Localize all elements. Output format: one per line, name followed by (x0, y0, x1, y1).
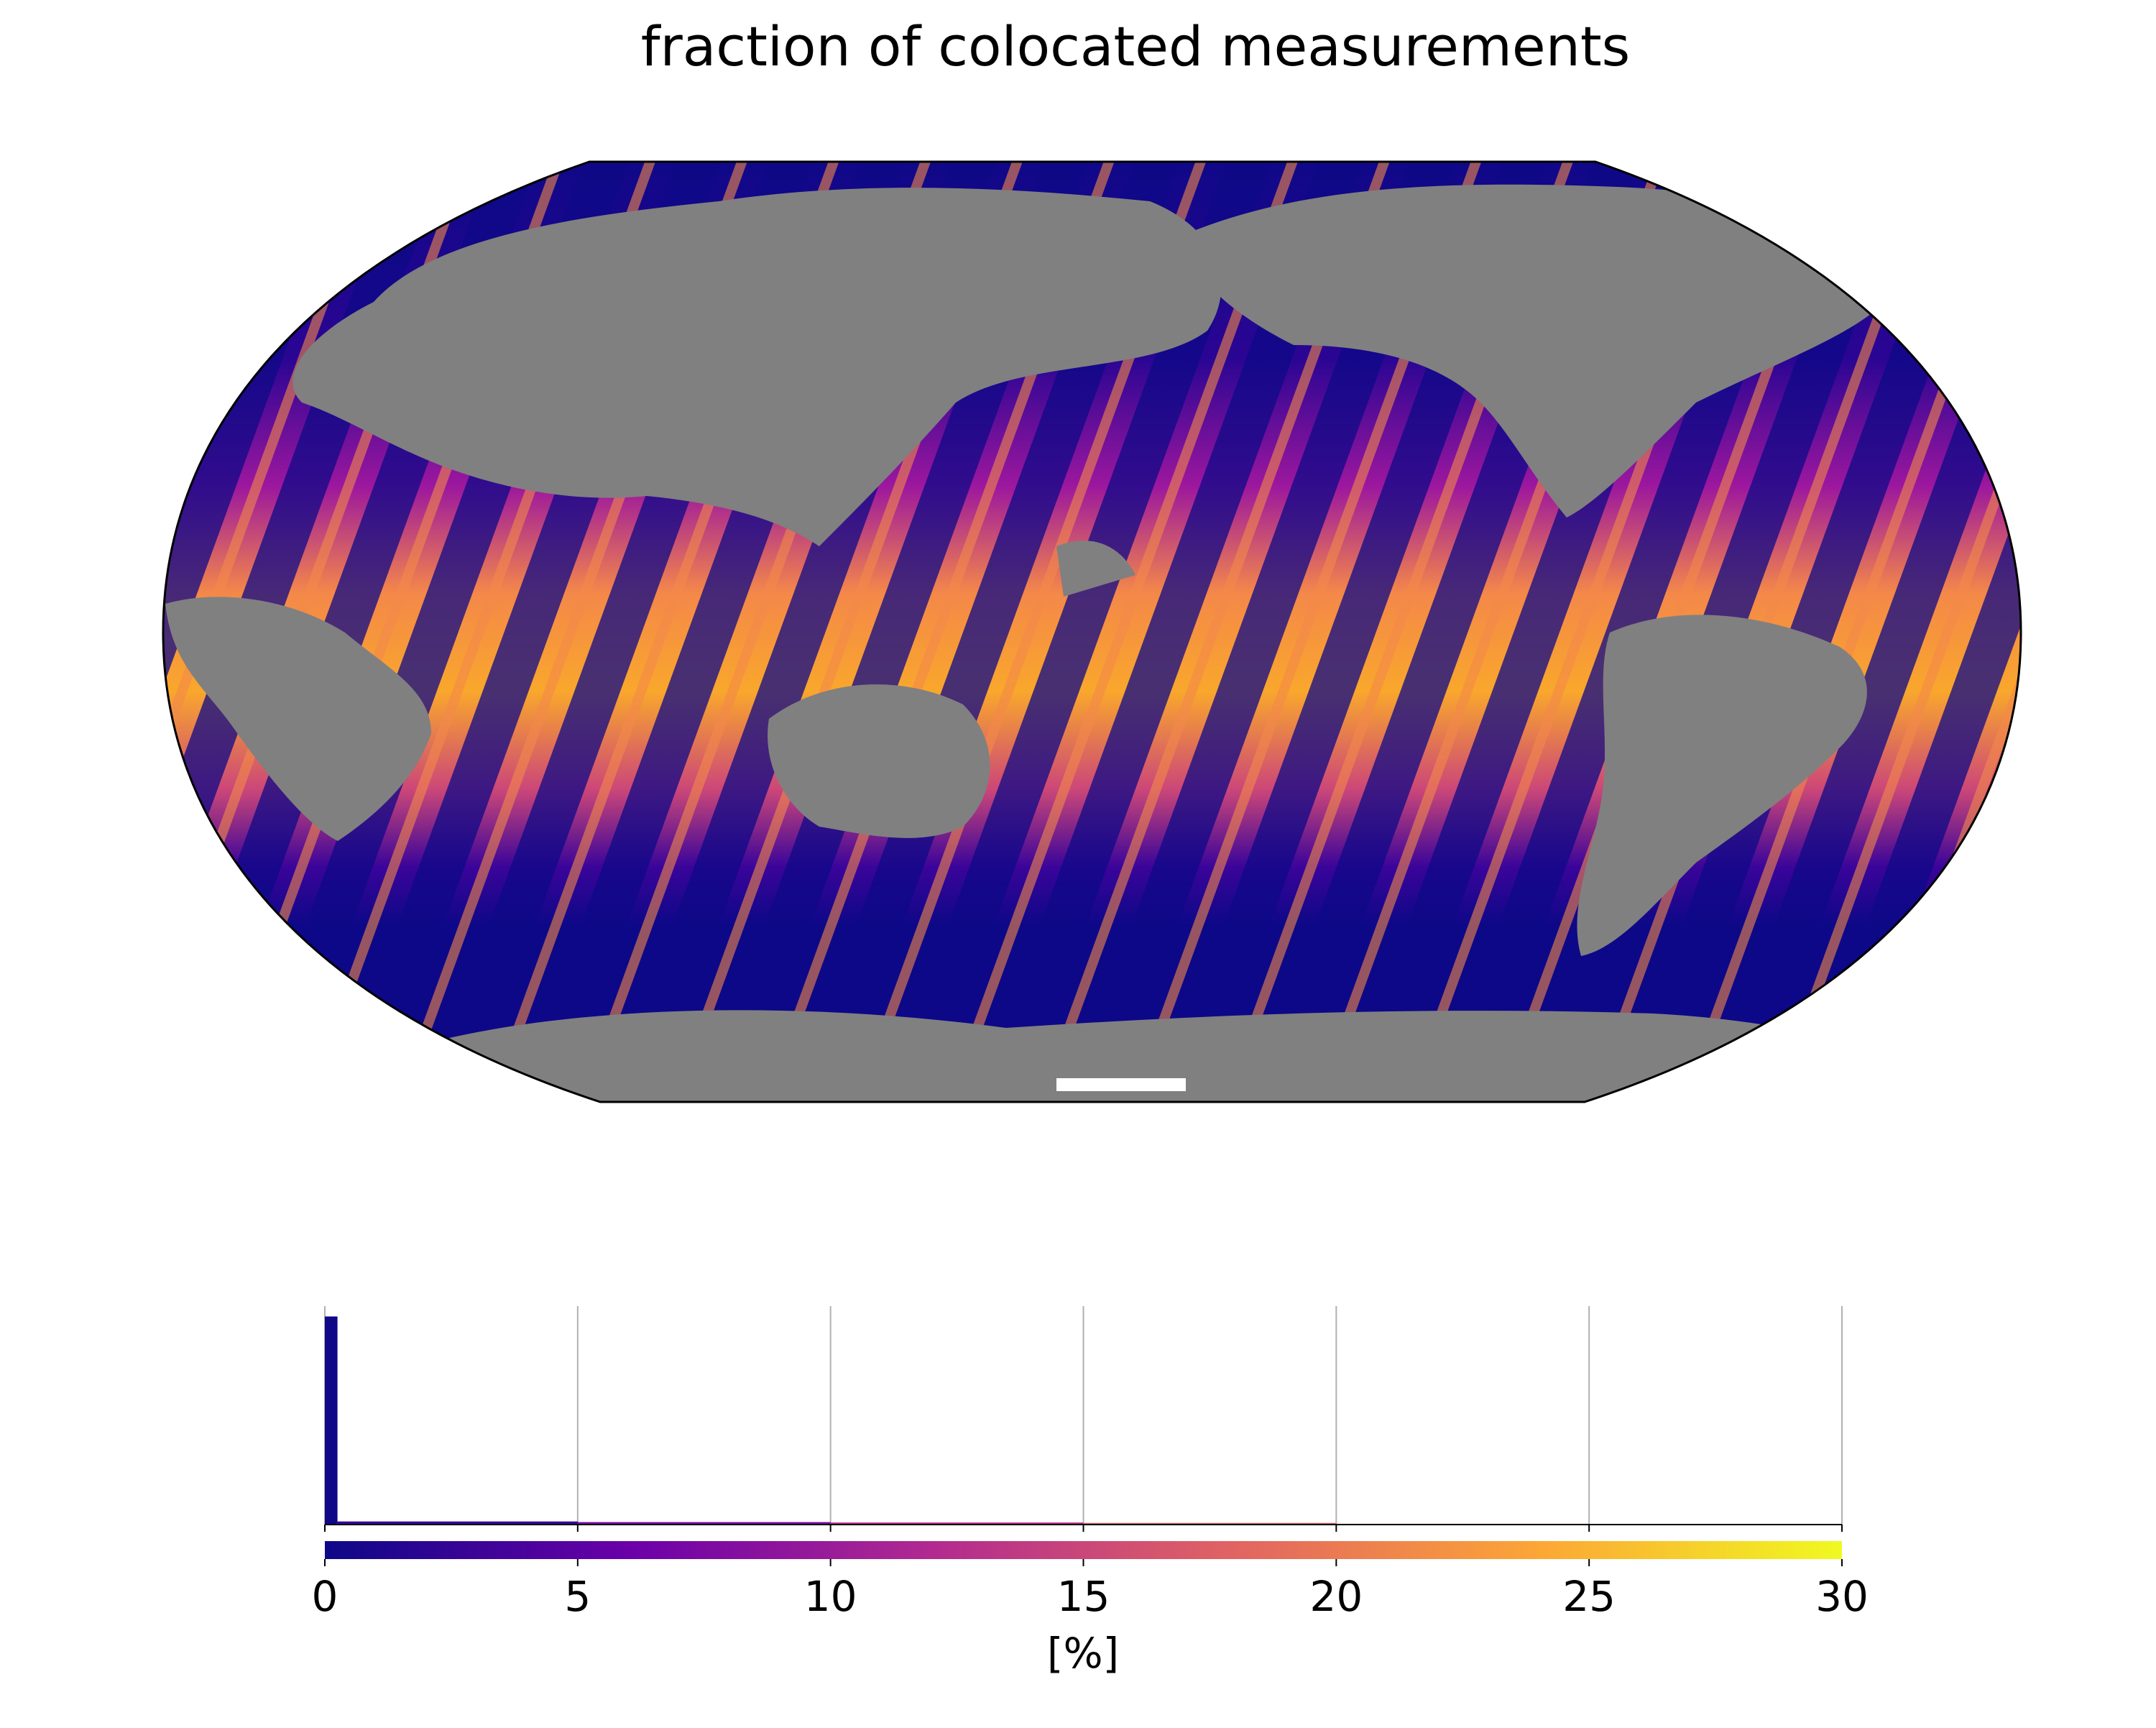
x-tick-label: 10 (804, 1572, 857, 1621)
bar (325, 1316, 338, 1525)
x-tick-label: 0 (312, 1572, 338, 1621)
x-tick-label: 20 (1309, 1572, 1363, 1621)
bar (830, 1522, 1084, 1525)
bar (577, 1522, 831, 1525)
chart-title: fraction of colocated measurements (641, 14, 1631, 78)
map (163, 162, 2021, 1102)
x-tick-label: 30 (1815, 1572, 1869, 1621)
bar (1083, 1522, 1337, 1525)
x-tick-label: 5 (564, 1572, 591, 1621)
x-tick-label: 25 (1562, 1572, 1616, 1621)
map-outline (162, 160, 2022, 1103)
ice-gap (1056, 1078, 1186, 1091)
land (165, 184, 2012, 1102)
x-tick-label: 15 (1057, 1572, 1110, 1621)
bar (337, 1521, 578, 1525)
x-axis-label: [%] (1047, 1629, 1119, 1678)
colorbar (325, 1541, 1842, 1559)
